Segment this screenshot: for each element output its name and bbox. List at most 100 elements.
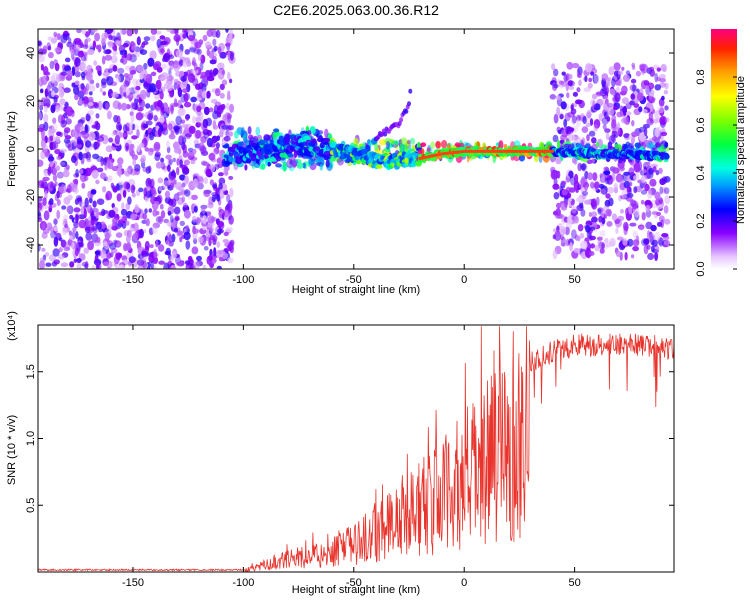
spectrogram-ridge-cell bbox=[287, 153, 294, 158]
spectrogram-cell bbox=[42, 45, 48, 55]
spectrogram-cell bbox=[106, 266, 111, 269]
spectrogram-cell bbox=[107, 159, 114, 170]
spectrogram-cell bbox=[225, 203, 231, 212]
spectrogram-cell bbox=[160, 40, 168, 46]
spectrogram-cell bbox=[49, 183, 57, 189]
spectrogram-cell bbox=[146, 89, 151, 98]
spectrogram-cell bbox=[160, 86, 166, 92]
spectrogram-cell bbox=[598, 216, 603, 223]
spectrogram-cell bbox=[641, 175, 646, 184]
spectrogram-cell bbox=[567, 80, 573, 87]
spectrogram-cell bbox=[247, 126, 252, 135]
spectrogram-cell bbox=[630, 78, 637, 84]
spectrogram-cell bbox=[255, 126, 261, 137]
spectrogram-cell bbox=[296, 162, 304, 169]
spectrogram-cell bbox=[108, 137, 113, 143]
spectrogram-cell bbox=[83, 208, 87, 219]
spectrogram-cell bbox=[171, 233, 176, 243]
spectrogram-cell bbox=[110, 35, 117, 41]
spectrogram-cell bbox=[643, 238, 650, 245]
snr-x-tick-label: -150 bbox=[122, 577, 144, 589]
spectrogram-cell bbox=[241, 126, 245, 136]
spectrogram-cell bbox=[198, 122, 203, 127]
spectrogram-cell bbox=[655, 141, 662, 148]
spectrogram-cell bbox=[565, 175, 571, 184]
spectrogram-cell bbox=[134, 123, 139, 132]
spectrogram-cell bbox=[658, 167, 663, 174]
spectrogram-cell bbox=[613, 62, 621, 71]
spectrogram-cell bbox=[127, 262, 133, 268]
colorbar-tick-label: 0.4 bbox=[695, 165, 707, 180]
spectrogram-cell bbox=[212, 38, 217, 46]
spectrogram-cell bbox=[654, 84, 662, 91]
spectrogram-cell bbox=[577, 66, 583, 76]
spectrogram-cell bbox=[582, 190, 588, 196]
spectrogram-cell bbox=[130, 115, 135, 123]
spectrogram-cell bbox=[216, 135, 221, 141]
spectrogram-cell bbox=[77, 99, 83, 105]
spectrogram-cell bbox=[630, 131, 639, 138]
spectrogram-cell bbox=[47, 156, 55, 162]
spectrogram-cell bbox=[404, 144, 408, 153]
spectrogram-cell bbox=[83, 90, 89, 95]
spectrogram-cell bbox=[71, 66, 76, 76]
spectrogram-cell bbox=[111, 203, 115, 209]
spectrogram-cell bbox=[178, 59, 184, 66]
spectrogram-cell bbox=[212, 184, 218, 189]
spectrogram-cell bbox=[570, 209, 579, 216]
spectrogram-cell bbox=[614, 92, 621, 103]
spectrogram-cell bbox=[565, 238, 570, 247]
spectrogram-cell bbox=[633, 162, 641, 173]
spectrogram-cell bbox=[575, 99, 583, 105]
spectrogram-cell bbox=[652, 118, 658, 124]
spectrogram-cell bbox=[93, 60, 98, 66]
spectrogram-cell bbox=[115, 232, 123, 238]
spectrogram-cell bbox=[206, 137, 213, 148]
spectrogram-cell bbox=[585, 62, 593, 73]
spectrogram-cell bbox=[177, 230, 184, 236]
spectrogram-cell bbox=[164, 196, 172, 204]
colorbar-tick-label: 0.2 bbox=[695, 213, 707, 228]
spectrogram-cell bbox=[111, 130, 116, 137]
spectrogram-y-tick-label: -20 bbox=[25, 189, 37, 205]
spectrogram-cell bbox=[73, 85, 80, 95]
spectrogram-cell bbox=[65, 241, 71, 251]
spectrogram-cell bbox=[123, 243, 128, 252]
spectrogram-cell bbox=[171, 169, 176, 178]
spectrogram-cell bbox=[619, 90, 627, 96]
spectrogram-cell bbox=[275, 163, 282, 168]
spectrogram-cell bbox=[173, 34, 181, 42]
spectrogram-side-ridge-cell bbox=[399, 117, 404, 123]
spectrogram-cell bbox=[120, 208, 128, 216]
spectrogram-cell bbox=[52, 248, 60, 257]
spectrogram-cell bbox=[158, 260, 166, 265]
spectrogram-cell bbox=[48, 226, 54, 232]
spectrogram-cell bbox=[611, 122, 618, 131]
spectrogram-cell bbox=[623, 133, 630, 139]
spectrogram-cell bbox=[50, 37, 58, 44]
spectrogram-cell bbox=[656, 76, 661, 82]
spectrogram-cell bbox=[91, 124, 98, 129]
spectrogram-cell bbox=[174, 143, 180, 153]
spectrogram-cell bbox=[385, 140, 390, 150]
spectrogram-cell bbox=[267, 162, 271, 167]
spectrogram-cell bbox=[65, 164, 70, 170]
spectrogram-cell bbox=[155, 106, 161, 112]
spectrogram-cell bbox=[209, 179, 214, 186]
spectrogram-cell bbox=[227, 50, 231, 61]
spectrogram-cell bbox=[112, 219, 116, 229]
spectrogram-cell bbox=[63, 246, 71, 252]
spectrogram-cell bbox=[602, 85, 607, 95]
spectrogram-cell bbox=[145, 190, 153, 199]
snr-x-tick-label: -50 bbox=[346, 577, 362, 589]
spectrogram-cell bbox=[611, 171, 616, 182]
spectrogram-cell bbox=[595, 91, 603, 96]
spectrogram-cell bbox=[152, 222, 161, 229]
spectrogram-cell bbox=[219, 92, 225, 99]
spectrogram-cell bbox=[117, 181, 124, 185]
spectrogram-cell bbox=[105, 231, 110, 242]
spectrogram-cell bbox=[84, 31, 91, 37]
spectrogram-side-ridge-cell bbox=[404, 108, 409, 114]
spectrogram-cell bbox=[606, 102, 614, 108]
spectrogram-cell bbox=[103, 49, 111, 55]
